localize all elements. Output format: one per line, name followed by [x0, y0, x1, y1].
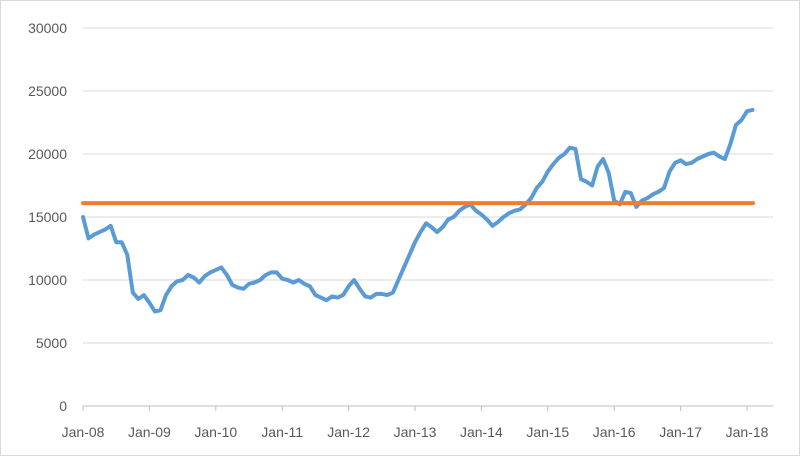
x-axis — [82, 405, 773, 411]
y-axis-tick-labels: 0 5000 10000 15000 20000 25000 30000 — [28, 20, 67, 414]
y-tick-label: 0 — [59, 398, 67, 414]
series-lines — [81, 107, 755, 314]
gridlines — [83, 27, 773, 344]
x-tick-label: Jan-14 — [460, 424, 503, 440]
y-tick-label: 25000 — [28, 83, 67, 99]
y-tick-label: 15000 — [28, 209, 67, 225]
y-tick-label: 5000 — [36, 335, 67, 351]
x-tick-label: Jan-10 — [194, 424, 237, 440]
x-tick-label: Jan-09 — [128, 424, 171, 440]
x-tick-label: Jan-13 — [394, 424, 437, 440]
series-line-index — [81, 107, 755, 314]
x-tick-label: Jan-16 — [593, 424, 636, 440]
x-tick-label: Jan-17 — [659, 424, 702, 440]
x-tick-label: Jan-11 — [261, 424, 303, 440]
y-tick-label: 10000 — [28, 272, 67, 288]
x-tick-label: Jan-15 — [526, 424, 569, 440]
x-tick-label: Jan-08 — [62, 424, 105, 440]
x-tick-label: Jan-12 — [327, 424, 370, 440]
y-tick-label: 20000 — [28, 146, 67, 162]
y-tick-label: 30000 — [28, 20, 67, 36]
x-tick-label: Jan-18 — [726, 424, 769, 440]
x-axis-tick-labels: Jan-08 Jan-09 Jan-10 Jan-11 Jan-12 Jan-13 Jan-… — [62, 424, 769, 440]
